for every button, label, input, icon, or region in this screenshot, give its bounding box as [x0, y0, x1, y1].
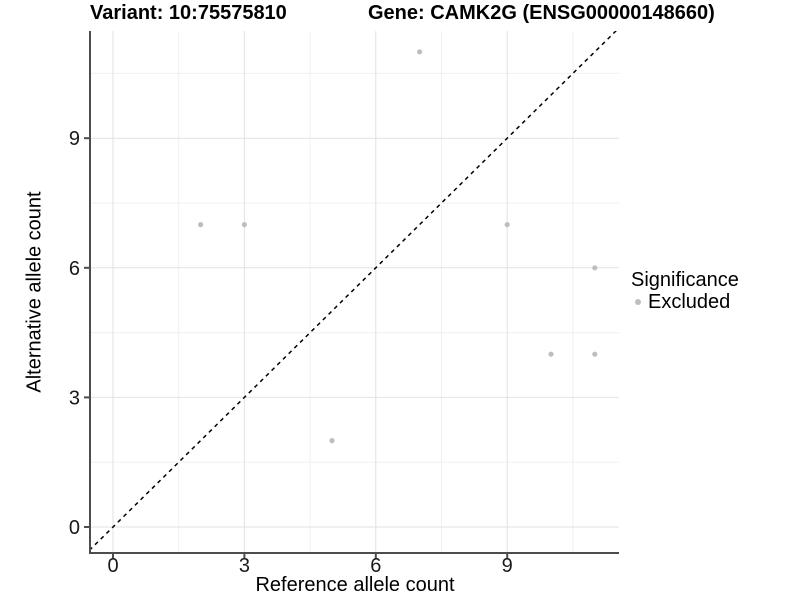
x-tick-label: 3 — [239, 555, 250, 577]
legend: Significance Excluded — [631, 269, 739, 313]
scatter-point — [198, 222, 204, 228]
scatter-point — [417, 49, 423, 55]
scatter-point — [504, 222, 510, 228]
x-tick-label: 0 — [107, 555, 118, 577]
scatter-point — [592, 265, 598, 271]
scatter-point — [548, 351, 554, 357]
identity-line — [91, 31, 617, 550]
tick-labels: 0 3 6 9 0 3 6 9 — [69, 128, 513, 577]
legend-title: Significance — [631, 269, 739, 291]
legend-point-icon — [635, 299, 641, 305]
scatter-point — [241, 222, 247, 228]
y-axis-title: Alternative allele count — [23, 191, 46, 393]
plot-title-gene: Gene: CAMK2G (ENSG00000148660) — [368, 2, 715, 24]
y-tick-label: 6 — [69, 258, 80, 280]
scatter-points — [198, 49, 598, 444]
legend-item-label: Excluded — [648, 291, 731, 313]
plot-title-variant: Variant: 10:75575810 — [90, 2, 287, 24]
legend-item-excluded: Excluded — [631, 291, 739, 313]
x-tick-label: 6 — [370, 555, 381, 577]
y-tick-label: 9 — [69, 128, 80, 150]
axes — [84, 31, 619, 559]
x-tick-label: 9 — [502, 555, 513, 577]
y-tick-label: 0 — [69, 517, 80, 539]
gridlines — [91, 31, 619, 553]
scatter-point — [329, 438, 335, 444]
x-axis-title: Reference allele count — [255, 574, 455, 596]
y-tick-label: 3 — [69, 387, 80, 409]
scatter-point — [592, 351, 598, 357]
